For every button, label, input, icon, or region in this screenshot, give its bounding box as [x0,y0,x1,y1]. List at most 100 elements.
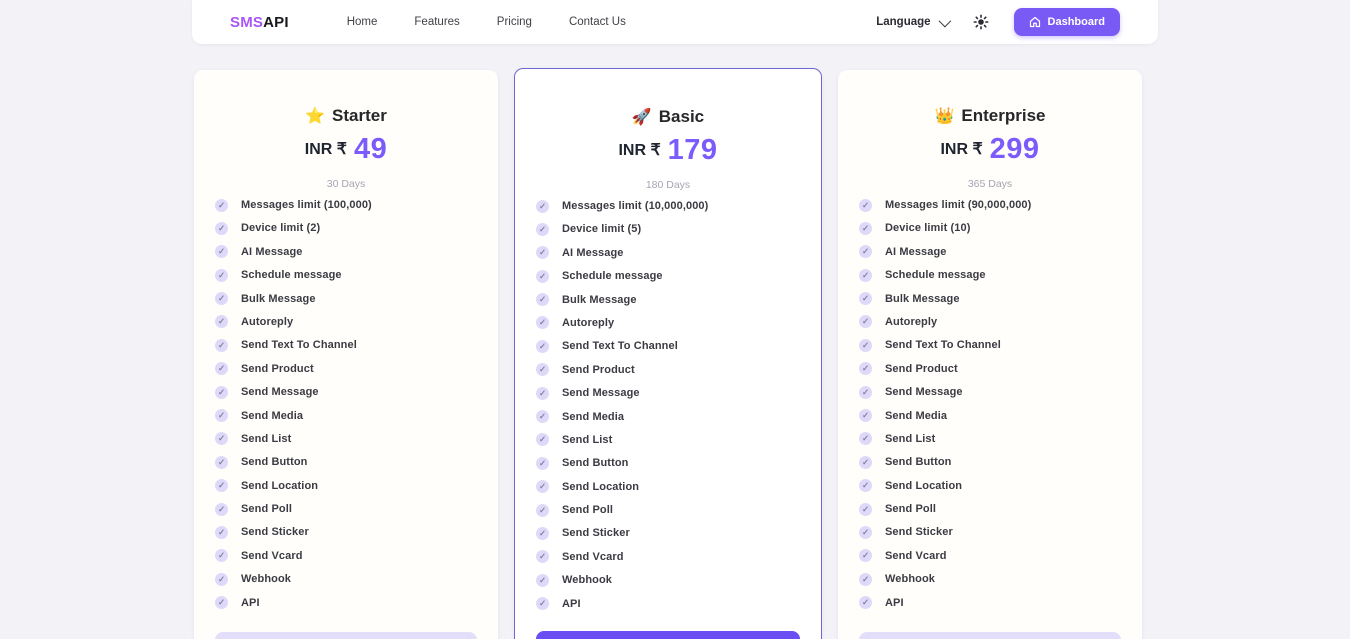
plan-duration: 30 Days [326,178,366,190]
language-selector[interactable]: Language [876,14,951,28]
check-icon: ✓ [536,433,549,447]
feature-row: ✓ Send Location [536,480,800,494]
sun-icon [973,14,988,30]
check-icon: ✓ [536,573,549,587]
main-nav: Home Features Pricing Contact Us [347,16,626,28]
feature-row: ✓ Schedule message [859,268,1121,282]
feature-row: ✓ Send Sticker [215,525,477,539]
check-icon: ✓ [859,502,872,516]
nav-item-home[interactable]: Home [346,16,378,28]
feature-row: ✓ Autoreply [536,316,800,330]
plan-currency-label: INR ₹ [304,141,347,158]
check-icon: ✓ [536,316,549,330]
check-icon: ✓ [859,338,872,352]
plan-cta-button[interactable] [215,632,477,639]
check-icon: ✓ [859,572,872,586]
feature-label: Device limit (5) [562,223,642,236]
brand-logo[interactable]: SMSAPI [230,14,289,31]
feature-row: ✓ Send Sticker [859,525,1121,539]
nav-item-pricing[interactable]: Pricing [496,16,532,28]
feature-row: ✓ AI Message [215,245,477,259]
feature-label: Send Poll [241,503,293,516]
feature-row: ✓ Send Poll [215,502,477,516]
feature-label: Webhook [562,574,612,587]
plan-cta-button[interactable] [859,632,1121,639]
check-icon: ✓ [859,455,872,469]
check-icon: ✓ [859,198,872,212]
plan-price-row: INR ₹ 49 [194,132,498,166]
feature-row: ✓ Send Button [859,455,1121,469]
check-icon: ✓ [859,315,872,329]
feature-row: ✓ Send Text To Channel [536,339,800,353]
feature-label: Send Text To Channel [562,340,678,353]
check-icon: ✓ [215,432,228,446]
feature-row: ✓ Send Message [215,385,477,399]
plan-feature-list: ✓ Messages limit (10,000,000) ✓ Device l… [515,199,821,611]
plan-title: ⭐ Starter [194,104,498,128]
plan-cta-button[interactable] [536,631,800,639]
check-icon: ✓ [536,597,549,611]
plan-name: Starter [332,106,387,125]
feature-label: Schedule message [562,270,663,283]
check-icon: ✓ [859,362,872,376]
feature-label: Send Product [562,363,635,376]
check-icon: ✓ [215,221,228,235]
check-icon: ✓ [859,549,872,563]
check-icon: ✓ [215,292,228,306]
check-icon: ✓ [536,410,549,424]
feature-label: Send Media [241,409,304,422]
check-icon: ✓ [536,339,549,353]
feature-label: Send Button [241,456,308,469]
feature-row: ✓ Webhook [215,572,477,586]
home-icon [1029,16,1040,28]
pricing-card-starter: ⭐ Starter INR ₹ 49 30 Days ✓ Messages lim… [194,70,498,639]
feature-row: ✓ Send Sticker [536,526,800,540]
feature-row: ✓ Device limit (2) [215,221,477,235]
feature-label: Bulk Message [885,292,960,305]
feature-row: ✓ Send Button [536,456,800,470]
feature-label: Send Sticker [562,527,630,540]
feature-row: ✓ Send Vcard [215,549,477,563]
theme-toggle-button[interactable] [972,13,990,31]
check-icon: ✓ [215,315,228,329]
check-icon: ✓ [859,245,872,259]
feature-label: API [885,596,904,609]
feature-label: Send Poll [562,504,614,517]
check-icon: ✓ [536,222,549,236]
feature-row: ✓ Device limit (10) [859,221,1121,235]
check-icon: ✓ [536,363,549,377]
feature-label: Webhook [241,573,291,586]
feature-label: Send Location [241,479,319,492]
check-icon: ✓ [859,432,872,446]
dashboard-button[interactable]: Dashboard [1013,8,1120,36]
feature-label: Send Sticker [241,526,309,539]
feature-label: Webhook [885,573,935,586]
top-navigation-bar: SMSAPI Home Features Pricing Contact Us … [192,0,1158,44]
check-icon: ✓ [859,525,872,539]
check-icon: ✓ [215,268,228,282]
check-icon: ✓ [859,268,872,282]
plan-duration: 365 Days [967,178,1013,190]
feature-label: Send Message [562,387,640,400]
feature-label: Schedule message [885,269,986,282]
plan-feature-list: ✓ Messages limit (90,000,000) ✓ Device l… [838,198,1142,610]
check-icon: ✓ [536,199,549,213]
feature-row: ✓ Bulk Message [215,292,477,306]
feature-row: ✓ Send Poll [859,502,1121,516]
nav-item-contact-us[interactable]: Contact Us [568,16,626,28]
feature-row: ✓ Send Location [215,479,477,493]
feature-row: ✓ Send Product [859,362,1121,376]
plan-name: Basic [658,107,705,126]
plan-price-row: INR ₹ 299 [838,132,1142,166]
nav-item-features[interactable]: Features [414,16,460,28]
feature-label: Send Text To Channel [885,339,1001,352]
chevron-down-icon [938,14,951,27]
feature-row: ✓ API [859,596,1121,610]
feature-label: Send Media [562,410,625,423]
check-icon: ✓ [536,480,549,494]
feature-row: ✓ Send List [536,433,800,447]
star-emoji: ⭐ [305,108,326,125]
feature-row: ✓ Send Text To Channel [859,338,1121,352]
feature-row: ✓ Schedule message [536,269,800,283]
feature-row: ✓ Autoreply [859,315,1121,329]
